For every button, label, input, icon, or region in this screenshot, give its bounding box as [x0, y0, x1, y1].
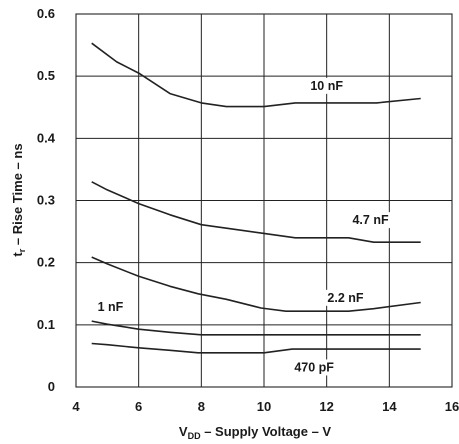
series-lines — [91, 42, 421, 354]
series-label-backdrop — [317, 289, 374, 306]
y-tick-label: 0.1 — [37, 317, 55, 332]
series-label: 470 pF — [294, 360, 334, 374]
y-axis-title: tr – Rise Time – ns — [10, 143, 27, 256]
series-line — [91, 342, 421, 354]
x-tick-label: 12 — [319, 399, 333, 414]
x-tick-label: 16 — [445, 399, 459, 414]
series-label-backdrop — [342, 212, 399, 229]
series-label-backdrop — [90, 299, 131, 316]
x-tick-label: 8 — [198, 399, 205, 414]
series-label: 4.7 nF — [352, 213, 388, 227]
x-axis-title: VDD – Supply Voltage – V — [179, 424, 332, 441]
series-label: 2.2 nF — [327, 291, 363, 305]
grid-lines — [75, 13, 453, 388]
y-tick-label: 0.5 — [37, 68, 55, 83]
series-label: 10 nF — [310, 79, 343, 93]
series-label-backdrop — [302, 77, 351, 94]
x-tick-label: 6 — [135, 399, 142, 414]
series-line — [91, 42, 421, 108]
series-label-backdrop — [286, 359, 343, 376]
x-tick-label: 14 — [382, 399, 397, 414]
series-labels: 10 nF 4.7 nF 2.2 nF 1 nF 470 pF — [90, 77, 399, 376]
x-tick-label: 4 — [72, 399, 80, 414]
series-line — [91, 181, 421, 243]
series-line — [91, 320, 421, 336]
series-label: 1 nF — [98, 300, 124, 314]
y-tick-labels: 0 0.1 0.2 0.3 0.4 0.5 0.6 — [37, 6, 56, 394]
y-tick-label: 0.6 — [37, 6, 55, 21]
y-tick-label: 0.2 — [37, 255, 55, 270]
x-tick-labels: 4 6 8 10 12 14 16 — [72, 399, 459, 414]
y-tick-label: 0 — [48, 379, 55, 394]
y-tick-label: 0.4 — [37, 130, 56, 145]
y-tick-label: 0.3 — [37, 193, 55, 208]
series-line — [91, 256, 421, 313]
x-tick-label: 10 — [257, 399, 271, 414]
